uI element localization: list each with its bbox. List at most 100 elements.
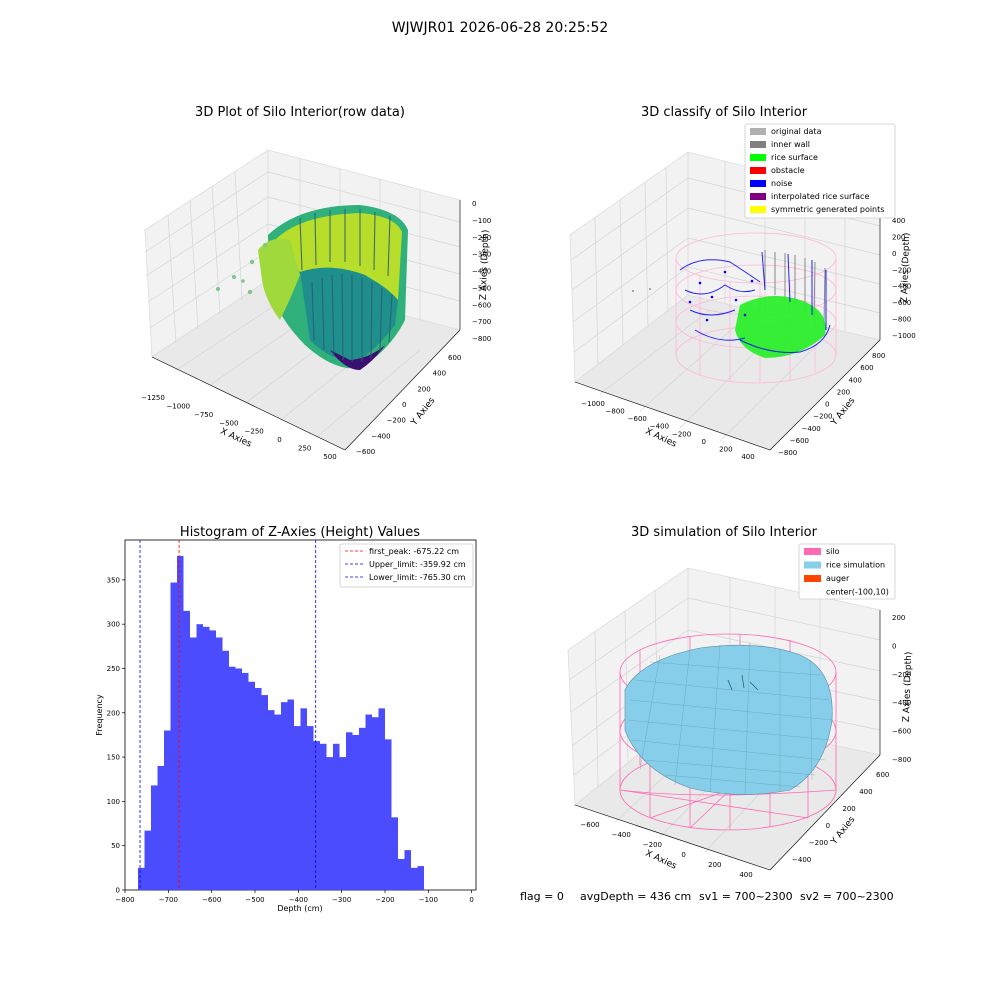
footer-flag: flag = 0 — [520, 890, 564, 903]
histogram-legend-label: first_peak: -675.22 cm — [369, 547, 459, 556]
plot1-ytick-label: 0 — [402, 401, 406, 409]
histogram-bar — [190, 637, 197, 890]
histogram-xtick-label: −700 — [159, 896, 178, 904]
plot4-xtick-label: 400 — [739, 871, 752, 879]
plot2-ztick-label: −200 — [892, 266, 911, 274]
plot4-legend-label: silo — [826, 547, 840, 556]
plot1-silo-cloud — [216, 205, 408, 370]
histogram-bar — [268, 710, 275, 890]
histogram-ytick-label: 250 — [107, 665, 120, 673]
histogram-bar — [196, 624, 203, 890]
plot4-ylabel: Y Axies — [829, 815, 858, 848]
histogram-bar — [313, 741, 320, 890]
plot2-ytick-label: −200 — [813, 413, 832, 421]
plot4-xtick-label: −400 — [612, 831, 631, 839]
histogram-ytick-label: 300 — [107, 621, 120, 629]
plot1-ztick-label: −800 — [472, 335, 491, 343]
histogram-bar — [378, 708, 385, 890]
histogram-bar — [235, 668, 242, 890]
histogram-bar — [274, 714, 281, 890]
histogram-bar — [261, 695, 268, 890]
plot1-ztick-label: −500 — [472, 284, 491, 292]
histogram-bar — [248, 681, 255, 890]
plot2-ytick-label: 600 — [860, 364, 873, 372]
plot4-legend-swatch — [804, 575, 821, 582]
plot4-legend-swatch — [804, 561, 821, 569]
plot1-ytick-label: 200 — [417, 385, 430, 393]
plot4-ztick-label: −600 — [892, 728, 911, 736]
histogram-ytick-label: 50 — [111, 842, 120, 850]
plot4-title: 3D simulation of Silo Interior — [631, 525, 818, 540]
plot2-xtick-label: −800 — [606, 408, 625, 416]
histogram-yticks: 0 50 100 150 200 250 300 350 — [107, 576, 125, 895]
plot2-legend: original data inner wall rice surface obsta… — [744, 123, 896, 219]
plot4-legend-label: center(-100,10) — [826, 588, 889, 597]
histogram-xtick-label: −500 — [245, 896, 264, 904]
plot2-ytick-label: 200 — [837, 388, 850, 396]
histogram-chart: Histogram of Z-Axies (Height) Values −80… — [95, 525, 477, 913]
plot2-legend-swatch — [750, 128, 766, 135]
plot1-3d-raw: 3D Plot of Silo Interior(row data) — [141, 105, 491, 461]
plot2-ytick-label: −400 — [802, 425, 821, 433]
histogram-bar — [294, 726, 301, 890]
plot1-axes-lines — [151, 200, 461, 451]
plot1-ztick-label: −200 — [472, 234, 491, 242]
plot4-xtick-label: 200 — [708, 861, 721, 869]
histogram-xtick-label: −100 — [419, 896, 438, 904]
histogram-bar — [359, 727, 366, 890]
plot4-ytick-label: −400 — [792, 856, 811, 864]
histogram-ytick-label: 0 — [116, 887, 120, 895]
plot1-xtick-label: −250 — [245, 428, 264, 436]
footer-sv1: sv1 = 700~2300 — [699, 890, 793, 903]
plot4-axes-lines — [574, 610, 881, 871]
plot2-ztick-label: −1000 — [892, 332, 916, 340]
plot2-legend-label: noise — [771, 179, 792, 188]
histogram-bar — [281, 702, 288, 890]
histogram-xticks: −800 −700 −600 −500 −400 −300 −200 −100 0 — [115, 890, 474, 904]
plot4-ytick-label: 400 — [859, 788, 872, 796]
histogram-bar — [339, 757, 346, 890]
plot1-ztick-label: −600 — [472, 301, 491, 309]
plot2-legend-swatch — [750, 206, 766, 213]
plot4-xticks: −600 −400 −200 0 200 400 — [580, 821, 752, 879]
plot2-xtick-label: 200 — [719, 445, 732, 453]
plot4-ytick-label: 0 — [826, 822, 830, 830]
histogram-bar — [333, 743, 340, 890]
histogram-bar — [229, 666, 236, 890]
histogram-bar — [411, 867, 418, 890]
histogram-bar — [170, 582, 177, 890]
histogram-bar — [365, 714, 372, 890]
plot1-ytick-label: −200 — [387, 417, 406, 425]
plot4-ztick-label: 200 — [892, 614, 905, 622]
plot4-ztick-label: −800 — [892, 756, 911, 764]
histogram-bar — [209, 630, 216, 890]
histogram-bar — [326, 757, 333, 890]
plot2-legend-label: symmetric generated points — [771, 205, 884, 214]
plot2-3d-classify: 3D classify of Silo Interior — [569, 105, 916, 461]
plot4-ztick-label: 0 — [892, 642, 896, 650]
histogram-bar — [300, 708, 307, 890]
plot2-ztick-label: 200 — [892, 233, 905, 241]
plot2-legend-label: rice surface — [771, 153, 818, 162]
histogram-bar — [151, 785, 158, 890]
histogram-bar — [242, 672, 249, 890]
histogram-bar — [346, 732, 353, 890]
plot1-xtick-label: 500 — [323, 453, 336, 461]
plot2-legend-swatch — [750, 193, 766, 200]
footer-avg-depth: avgDepth = 436 cm — [580, 890, 691, 903]
footer-stats: flag = 0 avgDepth = 436 cm sv1 = 700~230… — [520, 890, 894, 903]
histogram-bar — [372, 717, 379, 890]
plot1-ylabel: Y Axies — [409, 396, 438, 429]
histogram-bar — [177, 555, 184, 890]
plot2-xticks: −1000−800−600−400−200 0 200 400 — [581, 400, 755, 461]
plot2-ztick-label: −400 — [892, 283, 911, 291]
histogram-bar — [157, 765, 164, 890]
histogram-bar — [255, 687, 262, 890]
plot1-ztick-label: −300 — [472, 251, 491, 259]
plot1-ztick-label: −400 — [472, 268, 491, 276]
histogram-xtick-label: −600 — [202, 896, 221, 904]
plot4-3d-simulation: 3D simulation of Silo Interior — [567, 525, 914, 879]
plot1-xtick-label: −750 — [194, 411, 213, 419]
